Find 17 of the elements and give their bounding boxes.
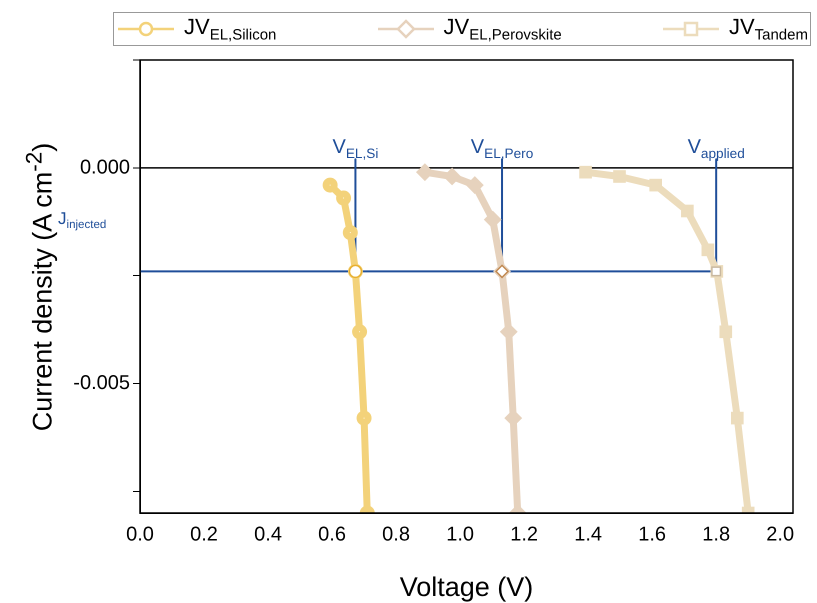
- x-tick-label: 1.0: [446, 524, 474, 546]
- x-tick-label: 0.6: [318, 524, 346, 546]
- x-tick-label: 0.4: [254, 524, 282, 546]
- y-tick-label: -0.005: [73, 372, 130, 394]
- legend-label: JV$_{Tandem}$: [728, 14, 808, 44]
- x-tick-label: 1.2: [510, 524, 538, 546]
- y-tick-label: 0.000: [80, 156, 130, 178]
- legend-label: JV$_{EL,Perovskite}$: [444, 14, 562, 44]
- legend-label: JV$_{EL,Silicon}$: [184, 14, 276, 44]
- x-tick-label: 0.0: [126, 524, 154, 546]
- x-tick-label: 2.0: [766, 524, 794, 546]
- x-tick-label: 1.6: [638, 524, 666, 546]
- x-tick-label: 1.4: [574, 524, 602, 546]
- x-tick-label: 1.8: [702, 524, 730, 546]
- x-axis-title: Voltage (V): [400, 572, 534, 602]
- x-tick-label: 0.2: [190, 524, 218, 546]
- x-tick-label: 0.8: [382, 524, 410, 546]
